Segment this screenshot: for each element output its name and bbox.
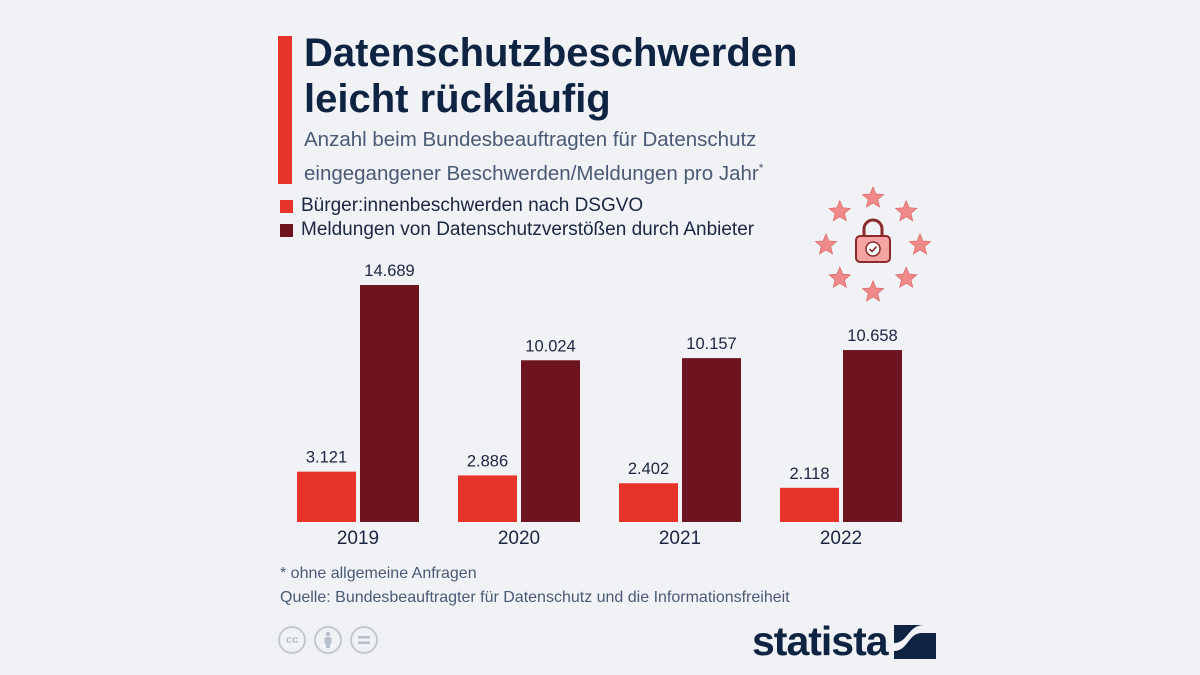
data-label-2020-series-2: 10.024	[525, 337, 575, 355]
data-label-2020-series-1: 2.886	[467, 452, 508, 470]
legend-item-complaints: Bürger:innenbeschwerden nach DSGVO	[280, 194, 754, 218]
license-icons: cc	[278, 626, 378, 654]
x-tick-label-2019: 2019	[337, 528, 379, 549]
title-line-1: Datenschutzbeschwerden	[304, 31, 798, 75]
eu-star-icon	[828, 199, 852, 222]
footnote: * ohne allgemeine Anfragen	[280, 565, 477, 582]
subtitle-line-1: Anzahl beim Bundesbeauftragten für Daten…	[304, 128, 757, 151]
legend-item-reports: Meldungen von Datenschutzverstößen durch…	[280, 218, 754, 242]
chart-title: Datenschutzbeschwerden leicht rückläufig	[304, 30, 797, 122]
data-label-2021-series-2: 10.157	[686, 335, 736, 353]
statista-logo[interactable]: statista	[752, 618, 936, 665]
bar-2022-series-2	[843, 350, 902, 522]
bar-2021-series-2	[682, 358, 741, 522]
attribution-icon[interactable]	[314, 626, 342, 654]
legend-label-complaints: Bürger:innenbeschwerden nach DSGVO	[301, 195, 644, 216]
data-label-2022-series-1: 2.118	[789, 465, 829, 483]
x-tick-label-2020: 2020	[498, 528, 540, 549]
legend: Bürger:innenbeschwerden nach DSGVO Meldu…	[280, 194, 754, 242]
creative-commons-icon[interactable]: cc	[278, 626, 306, 654]
check-circle-icon	[865, 241, 881, 257]
x-tick-label-2021: 2021	[659, 528, 701, 549]
footnote-block: * ohne allgemeine Anfragen Quelle: Bunde…	[280, 562, 790, 610]
checkmark-icon	[868, 245, 878, 253]
data-label-2019-series-2: 14.689	[364, 262, 414, 280]
eu-star-icon	[861, 185, 885, 208]
bar-2022-series-1	[780, 487, 839, 522]
data-label-2022-series-2: 10.658	[847, 327, 897, 345]
data-label-2021-series-1: 2.402	[628, 460, 669, 478]
statista-logo-mark-icon	[893, 624, 936, 659]
padlock-shackle	[862, 218, 884, 238]
eu-star-icon	[894, 266, 918, 288]
eu-star-icon	[828, 266, 852, 288]
source: Quelle: Bundesbeauftragter für Datenschu…	[280, 589, 790, 606]
title-line-2: leicht rückläufig	[304, 77, 611, 121]
subtitle-line-2: eingegangener Beschwerden/Meldungen pro …	[304, 161, 759, 185]
eu-star-icon	[861, 279, 885, 302]
title-accent-bar	[278, 36, 292, 184]
legend-swatch-reports	[280, 223, 293, 237]
footnote-marker: *	[758, 161, 764, 175]
no-derivatives-icon[interactable]	[350, 626, 378, 654]
padlock-with-eu-stars-icon	[814, 185, 932, 302]
brand-name: statista	[752, 618, 889, 664]
chart-subtitle: Anzahl beim Bundesbeauftragten für Daten…	[304, 126, 763, 188]
eu-star-icon	[894, 199, 918, 222]
bars-group: 3.121 14.689 2019 2.886 10.024 2020 2.402 10.15…	[297, 262, 902, 549]
eu-star-icon	[908, 232, 932, 255]
legend-label-reports: Meldungen von Datenschutzverstößen durch…	[301, 219, 755, 240]
bar-2020-series-1	[458, 475, 517, 522]
bar-2019-series-2	[360, 285, 419, 522]
bar-2019-series-1	[297, 471, 356, 522]
eu-star-icon	[814, 232, 838, 255]
bar-2021-series-1	[619, 483, 678, 522]
data-label-2019-series-1: 3.121	[306, 449, 347, 467]
x-tick-label-2022: 2022	[820, 528, 862, 549]
bar-2020-series-2	[521, 360, 580, 522]
legend-swatch-complaints	[280, 199, 293, 213]
